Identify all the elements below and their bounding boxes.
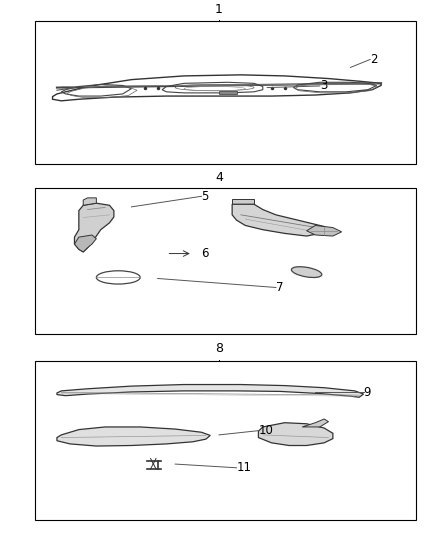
- Text: 7: 7: [276, 281, 283, 294]
- Text: 3: 3: [320, 79, 327, 93]
- Polygon shape: [302, 419, 328, 427]
- Polygon shape: [232, 204, 328, 236]
- Polygon shape: [232, 199, 254, 204]
- Polygon shape: [74, 235, 96, 252]
- Bar: [35, 21, 416, 165]
- Bar: [35, 361, 416, 520]
- Bar: [219, 91, 237, 94]
- Text: 10: 10: [258, 424, 273, 437]
- Text: 5: 5: [201, 190, 209, 203]
- Text: 9: 9: [364, 386, 371, 399]
- Polygon shape: [74, 203, 114, 252]
- Bar: [35, 188, 416, 334]
- Polygon shape: [307, 225, 342, 236]
- Polygon shape: [83, 198, 96, 205]
- Text: 2: 2: [370, 53, 378, 66]
- Polygon shape: [57, 427, 210, 446]
- Text: 11: 11: [237, 461, 251, 474]
- Text: 6: 6: [201, 247, 209, 260]
- Polygon shape: [258, 423, 333, 446]
- Ellipse shape: [291, 266, 322, 278]
- Text: 8: 8: [215, 342, 223, 356]
- Text: 4: 4: [215, 171, 223, 184]
- Polygon shape: [57, 384, 364, 397]
- Text: 1: 1: [215, 3, 223, 16]
